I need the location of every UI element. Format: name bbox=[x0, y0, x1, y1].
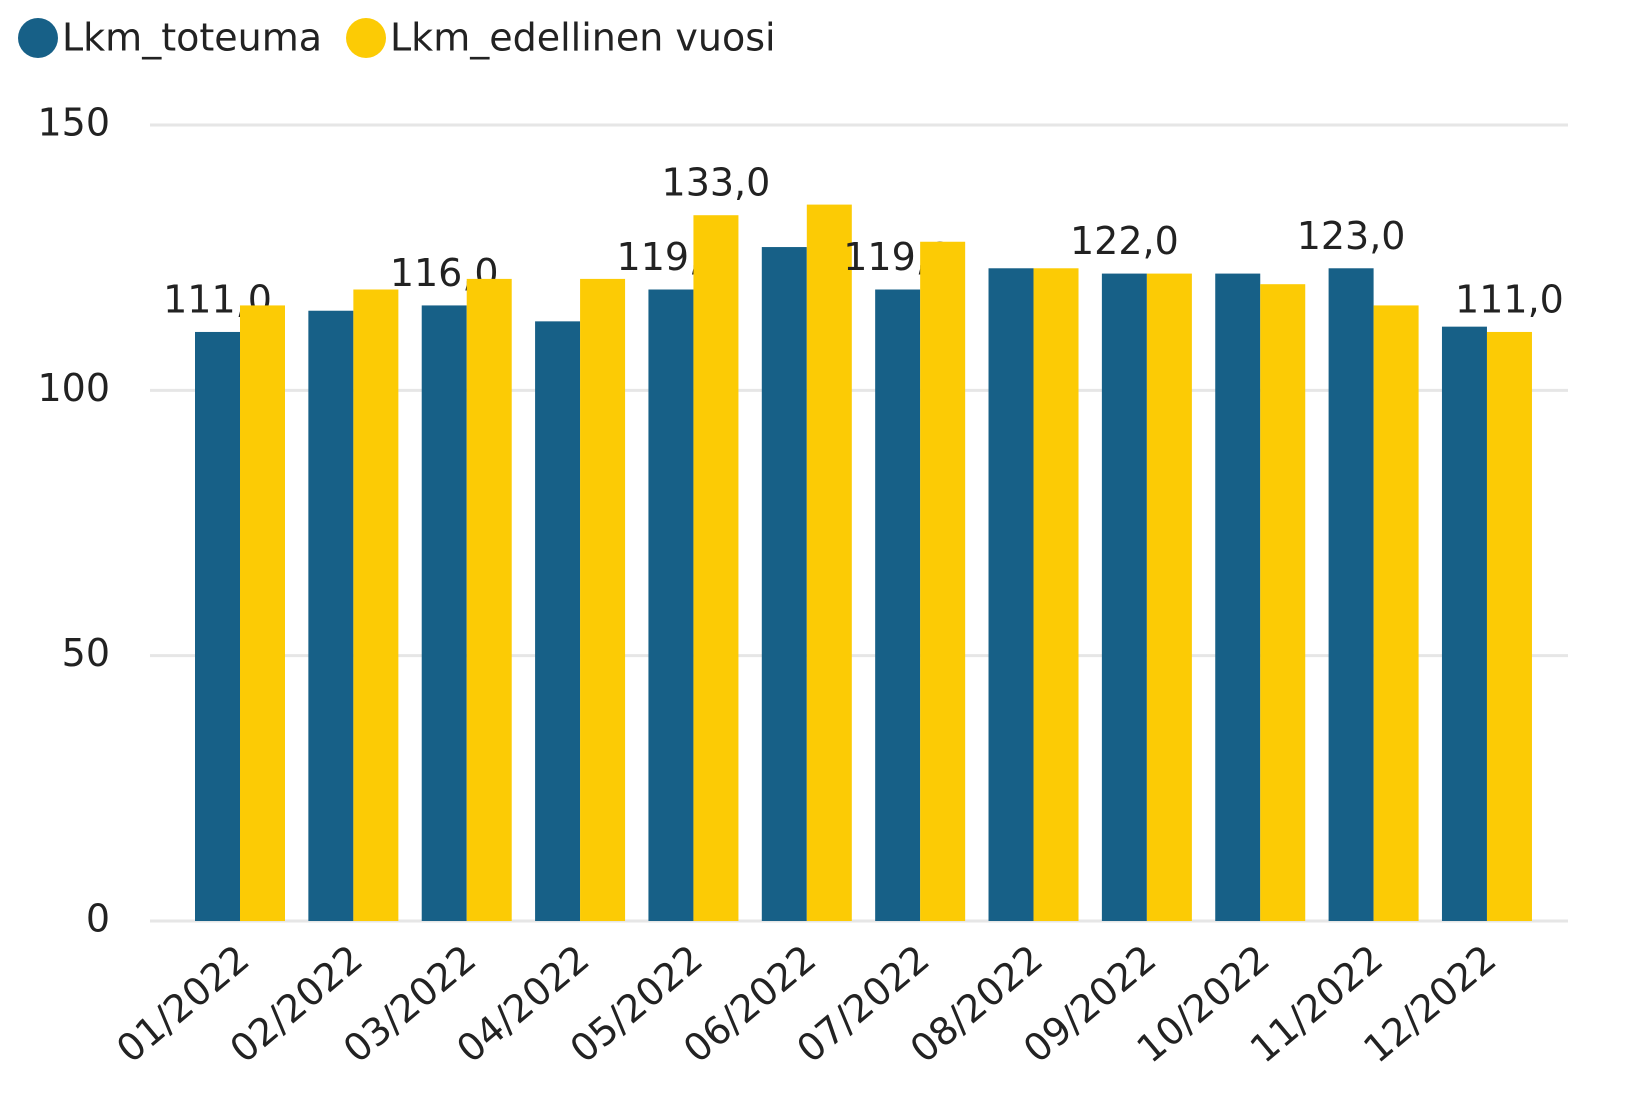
bar bbox=[875, 289, 921, 921]
bar bbox=[1215, 273, 1261, 921]
bar bbox=[535, 321, 581, 921]
bar bbox=[761, 247, 807, 921]
bar bbox=[988, 268, 1034, 921]
legend-label: Lkm_toteuma bbox=[62, 16, 322, 60]
data-label: 123,0 bbox=[1297, 214, 1406, 258]
bar bbox=[195, 331, 240, 922]
bar bbox=[580, 278, 626, 922]
y-tick-label: 150 bbox=[37, 101, 110, 145]
bar bbox=[648, 289, 694, 921]
data-label: 111,0 bbox=[1455, 277, 1564, 321]
bar bbox=[308, 310, 354, 921]
bar bbox=[1033, 268, 1079, 921]
y-tick-label: 0 bbox=[86, 897, 110, 941]
y-tick-label: 50 bbox=[62, 631, 110, 675]
bar bbox=[693, 215, 739, 922]
bar bbox=[353, 289, 399, 921]
bar bbox=[1441, 326, 1487, 921]
bar bbox=[421, 305, 467, 922]
y-tick-label: 100 bbox=[37, 366, 110, 410]
data-label: 122,0 bbox=[1070, 219, 1179, 263]
bar bbox=[1373, 305, 1419, 922]
bar bbox=[1486, 331, 1532, 922]
bar bbox=[1146, 273, 1192, 921]
bar bbox=[240, 305, 285, 922]
bar bbox=[920, 241, 966, 921]
legend-marker bbox=[18, 18, 58, 58]
bar bbox=[466, 278, 512, 922]
bar bbox=[1101, 273, 1147, 921]
legend-marker bbox=[346, 18, 387, 58]
bar bbox=[1260, 284, 1306, 921]
data-label: 133,0 bbox=[662, 161, 771, 205]
bar bbox=[806, 204, 852, 922]
legend-label: Lkm_edellinen vuosi bbox=[390, 16, 776, 60]
bar bbox=[1328, 268, 1374, 921]
